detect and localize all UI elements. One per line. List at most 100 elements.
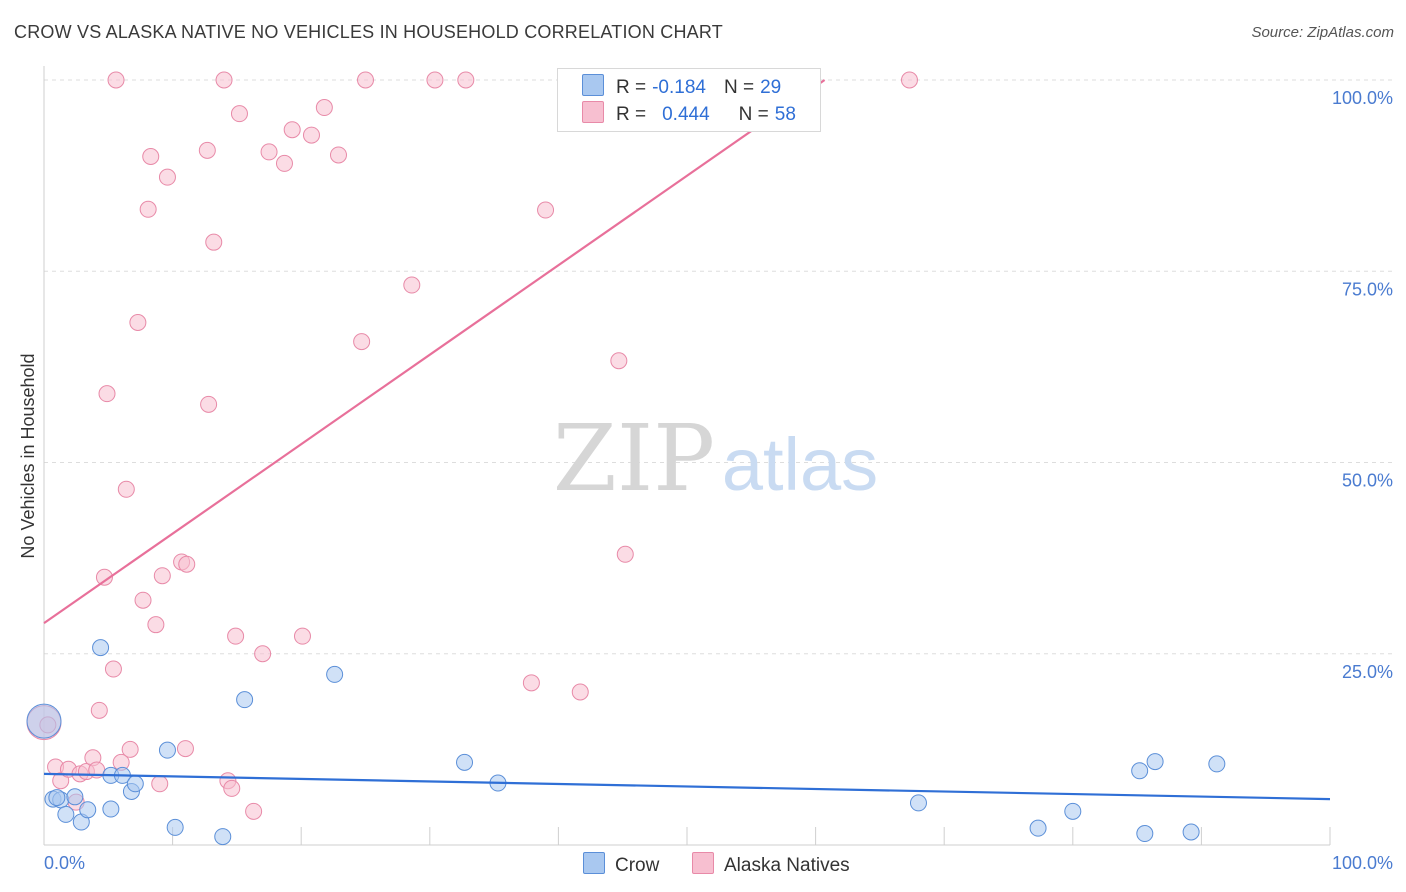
point-crow-14 (166, 818, 184, 836)
x-tick-label-0: 0.0% (44, 853, 85, 873)
point-crow-28 (48, 789, 66, 807)
legend-r-value-alaska: 0.444 (662, 104, 710, 125)
point-alaska-17 (134, 591, 152, 609)
point-alaska-11 (104, 660, 122, 678)
legend-swatch-crow (582, 74, 604, 96)
legend-n-value-crow: 29 (760, 77, 782, 98)
point-alaska-9 (90, 701, 108, 719)
point-alaska-18 (139, 200, 157, 218)
point-alaska-45 (403, 276, 421, 294)
series-alaska-natives (26, 71, 918, 820)
bottom-legend-alaska-label: Alaska Natives (724, 855, 850, 876)
point-crow-4 (66, 788, 84, 806)
y-tick-label-3: 100.0% (1332, 88, 1393, 108)
point-alaska-19 (142, 148, 160, 165)
point-alaska-50 (571, 683, 589, 701)
trend-line-crow (43, 772, 1331, 801)
point-crow-23 (1131, 762, 1149, 780)
point-alaska-33 (230, 105, 248, 123)
point-alaska-13 (121, 740, 139, 758)
point-alaska-55 (107, 71, 125, 89)
legend-r-label: R = (616, 104, 647, 125)
point-crow-15 (214, 828, 232, 846)
point-alaska-35 (254, 645, 272, 663)
point-alaska-39 (293, 627, 311, 645)
point-alaska-26 (176, 740, 194, 758)
source-note: Source: ZipAtlas.com (1251, 24, 1394, 41)
point-crow-0 (26, 703, 62, 739)
point-crow-17 (326, 665, 344, 683)
grid-lines (44, 79, 1394, 655)
point-alaska-47 (457, 71, 475, 89)
point-alaska-22 (153, 567, 171, 585)
point-crow-12 (126, 775, 144, 793)
bottom-legend-crow-label: Crow (615, 855, 660, 876)
point-crow-20 (909, 794, 927, 812)
point-alaska-36 (260, 143, 278, 161)
legend-swatch-alaska (582, 101, 604, 123)
tick-labels: 25.0% 50.0% 75.0% 100.0% 0.0% 100.0% (44, 88, 1393, 873)
point-alaska-23 (158, 168, 176, 186)
point-alaska-25 (178, 555, 196, 573)
y-axis-label: No Vehicles in Household (18, 353, 38, 558)
point-alaska-21 (151, 775, 169, 793)
y-tick-label-0: 25.0% (1342, 662, 1393, 682)
point-alaska-27 (198, 141, 216, 159)
point-alaska-14 (98, 385, 116, 403)
point-alaska-43 (353, 333, 371, 351)
point-alaska-49 (537, 201, 555, 219)
point-alaska-46 (426, 71, 444, 89)
point-crow-7 (92, 639, 110, 657)
bottom-legend-alaska: Alaska Natives (692, 852, 850, 877)
bottom-legend-crow: Crow (583, 852, 659, 877)
point-crow-26 (1182, 823, 1200, 841)
point-alaska-29 (205, 233, 223, 251)
trend-line-alaska (43, 79, 826, 625)
point-alaska-28 (200, 395, 218, 413)
point-alaska-52 (616, 545, 634, 563)
point-crow-24 (1146, 753, 1164, 771)
y-tick-label-2: 75.0% (1342, 279, 1393, 299)
trend-lines (43, 79, 1331, 801)
point-alaska-15 (117, 480, 135, 498)
point-alaska-37 (275, 154, 293, 172)
point-crow-22 (1064, 802, 1082, 820)
point-alaska-42 (329, 146, 347, 164)
point-alaska-56 (215, 71, 233, 89)
point-alaska-16 (129, 314, 147, 332)
bottom-swatch-alaska (692, 852, 714, 874)
legend-n-label: N = (738, 104, 769, 125)
legend-n-value-alaska: 58 (774, 104, 796, 125)
correlation-legend: R = -0.184 N = 29 R = 0.444 N = 58 (557, 68, 821, 132)
point-alaska-51 (610, 352, 628, 370)
bottom-swatch-crow (583, 852, 605, 874)
point-alaska-31 (223, 779, 241, 797)
point-crow-25 (1136, 825, 1154, 843)
series-crow (26, 639, 1226, 846)
point-alaska-10 (95, 568, 113, 586)
legend-r-label: R = (616, 77, 647, 98)
point-crow-6 (79, 801, 97, 819)
watermark-zip: ZIP (553, 405, 715, 512)
watermark: ZIP atlas (553, 405, 878, 512)
point-alaska-54 (900, 71, 918, 89)
legend-r-value-crow: -0.184 (652, 77, 706, 98)
point-alaska-48 (522, 674, 540, 692)
point-crow-8 (102, 800, 120, 818)
point-alaska-20 (147, 616, 165, 634)
point-alaska-38 (283, 121, 301, 139)
y-tick-label-1: 50.0% (1342, 471, 1393, 491)
legend-row-alaska: R = 0.444 N = 58 (582, 101, 796, 127)
point-crow-18 (456, 753, 474, 771)
point-alaska-34 (245, 802, 263, 820)
chart-title: CROW VS ALASKA NATIVE NO VEHICLES IN HOU… (14, 22, 723, 42)
legend-n-label: N = (723, 77, 755, 98)
point-alaska-44 (357, 71, 374, 89)
x-tick-label-1: 100.0% (1332, 853, 1393, 873)
point-crow-27 (1208, 755, 1226, 773)
point-alaska-41 (315, 99, 333, 117)
point-crow-13 (158, 741, 176, 759)
point-crow-3 (57, 805, 75, 823)
point-alaska-40 (302, 126, 320, 144)
